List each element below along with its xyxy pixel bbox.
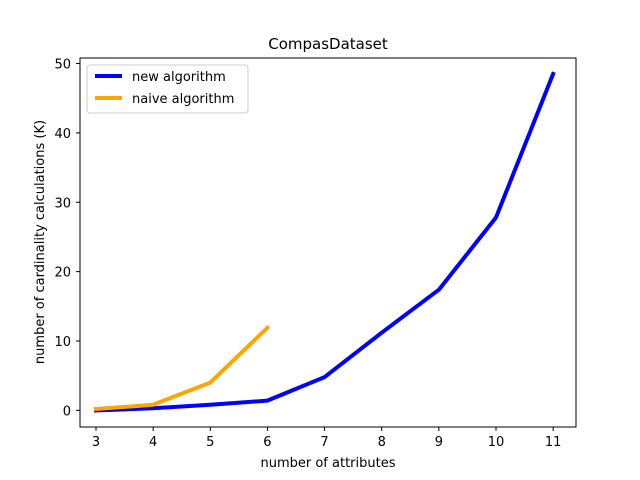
x-tick-label: 5 xyxy=(206,435,214,450)
x-axis-ticks: 3 4 5 6 7 8 9 10 11 xyxy=(92,427,562,450)
x-tick-label: 10 xyxy=(488,435,505,450)
legend: new algorithm naive algorithm xyxy=(86,64,249,114)
x-tick-label: 7 xyxy=(320,435,328,450)
series-line-naive-algorithm xyxy=(93,324,271,412)
x-tick-label: 9 xyxy=(435,435,443,450)
y-tick-label: 30 xyxy=(54,196,71,211)
x-axis-label: number of attributes xyxy=(260,456,395,471)
x-tick-label: 11 xyxy=(545,435,562,450)
y-tick-label: 50 xyxy=(54,58,71,73)
series-line-new-algorithm xyxy=(93,71,556,413)
y-axis-ticks: 0 10 20 30 40 50 xyxy=(54,58,80,419)
y-axis-label: number of cardinality calculations (K) xyxy=(33,120,48,364)
legend-label: naive algorithm xyxy=(132,92,234,107)
x-tick-label: 4 xyxy=(149,435,157,450)
y-tick-label: 10 xyxy=(54,335,71,350)
x-tick-label: 3 xyxy=(92,435,100,450)
y-tick-label: 40 xyxy=(54,127,71,142)
plot-area-frame xyxy=(79,57,577,428)
x-tick-label: 8 xyxy=(378,435,386,450)
y-tick-label: 0 xyxy=(63,404,71,419)
legend-label: new algorithm xyxy=(132,70,226,85)
series-layer xyxy=(93,71,556,413)
y-tick-label: 20 xyxy=(54,266,71,281)
chart-title: CompasDataset xyxy=(268,35,388,53)
legend-box xyxy=(86,64,249,114)
x-tick-label: 6 xyxy=(263,435,271,450)
